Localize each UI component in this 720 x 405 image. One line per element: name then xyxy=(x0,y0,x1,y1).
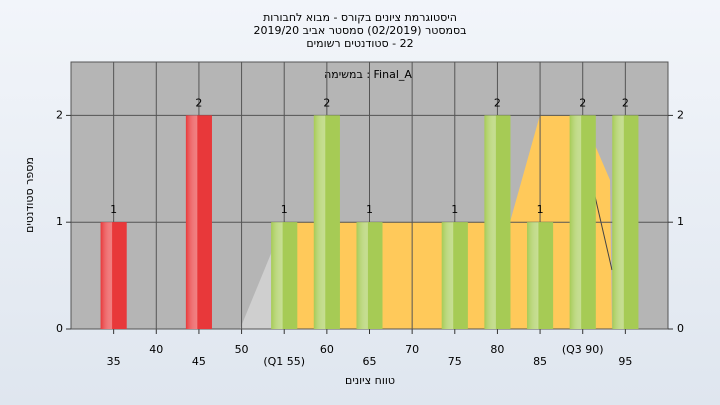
x-tick-label: 45 xyxy=(192,355,206,368)
y-tick-label: 2 xyxy=(56,108,63,121)
value-label: 1 xyxy=(110,203,117,216)
bar xyxy=(100,222,127,329)
bar xyxy=(527,222,554,329)
y-tick-label: 0 xyxy=(56,322,63,335)
value-label: 2 xyxy=(622,96,629,109)
value-label: 2 xyxy=(323,96,330,109)
value-label: 2 xyxy=(195,96,202,109)
x-tick-label: 60 xyxy=(320,343,334,356)
x-tick-label: 80 xyxy=(490,343,504,356)
value-label: 1 xyxy=(281,203,288,216)
value-label: 2 xyxy=(494,96,501,109)
x-axis-label: טווח ציונים xyxy=(345,374,395,387)
value-label: 2 xyxy=(579,96,586,109)
x-tick-label: 75 xyxy=(448,355,462,368)
value-label: 1 xyxy=(451,203,458,216)
title-line: 22 - סטודנטים רשומים xyxy=(306,37,413,50)
title-line: בסמסטר (02/2019) סמסטר אביב 2019/20 xyxy=(253,24,466,37)
bar xyxy=(313,115,340,330)
x-tick-label: 50 xyxy=(235,343,249,356)
y2-tick-label: 1 xyxy=(677,215,684,228)
y-tick-label: 1 xyxy=(56,215,63,228)
bar xyxy=(271,222,298,329)
y-axis-label: מספר סטודנטים xyxy=(23,157,36,233)
x-tick-label: 70 xyxy=(405,343,419,356)
x-tick-label: 95 xyxy=(618,355,632,368)
x-tick-label: (Q3 90) xyxy=(562,343,604,356)
x-tick-label: 40 xyxy=(149,343,163,356)
subtitle: Final_A : במשימה xyxy=(324,68,412,81)
value-label: 1 xyxy=(366,203,373,216)
bar xyxy=(569,115,596,330)
y2-tick-label: 2 xyxy=(677,108,684,121)
value-label: 1 xyxy=(537,203,544,216)
bar xyxy=(356,222,383,329)
bar xyxy=(612,115,639,330)
x-tick-label: 65 xyxy=(363,355,377,368)
title-line: היסטוגרמת ציונים בקורס - מבוא לחבורות xyxy=(263,11,457,24)
bar xyxy=(484,115,511,330)
x-tick-label: 35 xyxy=(107,355,121,368)
bar xyxy=(185,115,212,330)
x-tick-label: 85 xyxy=(533,355,547,368)
bar xyxy=(441,222,468,329)
x-tick-label: (Q1 55) xyxy=(263,355,305,368)
y2-tick-label: 0 xyxy=(677,322,684,335)
